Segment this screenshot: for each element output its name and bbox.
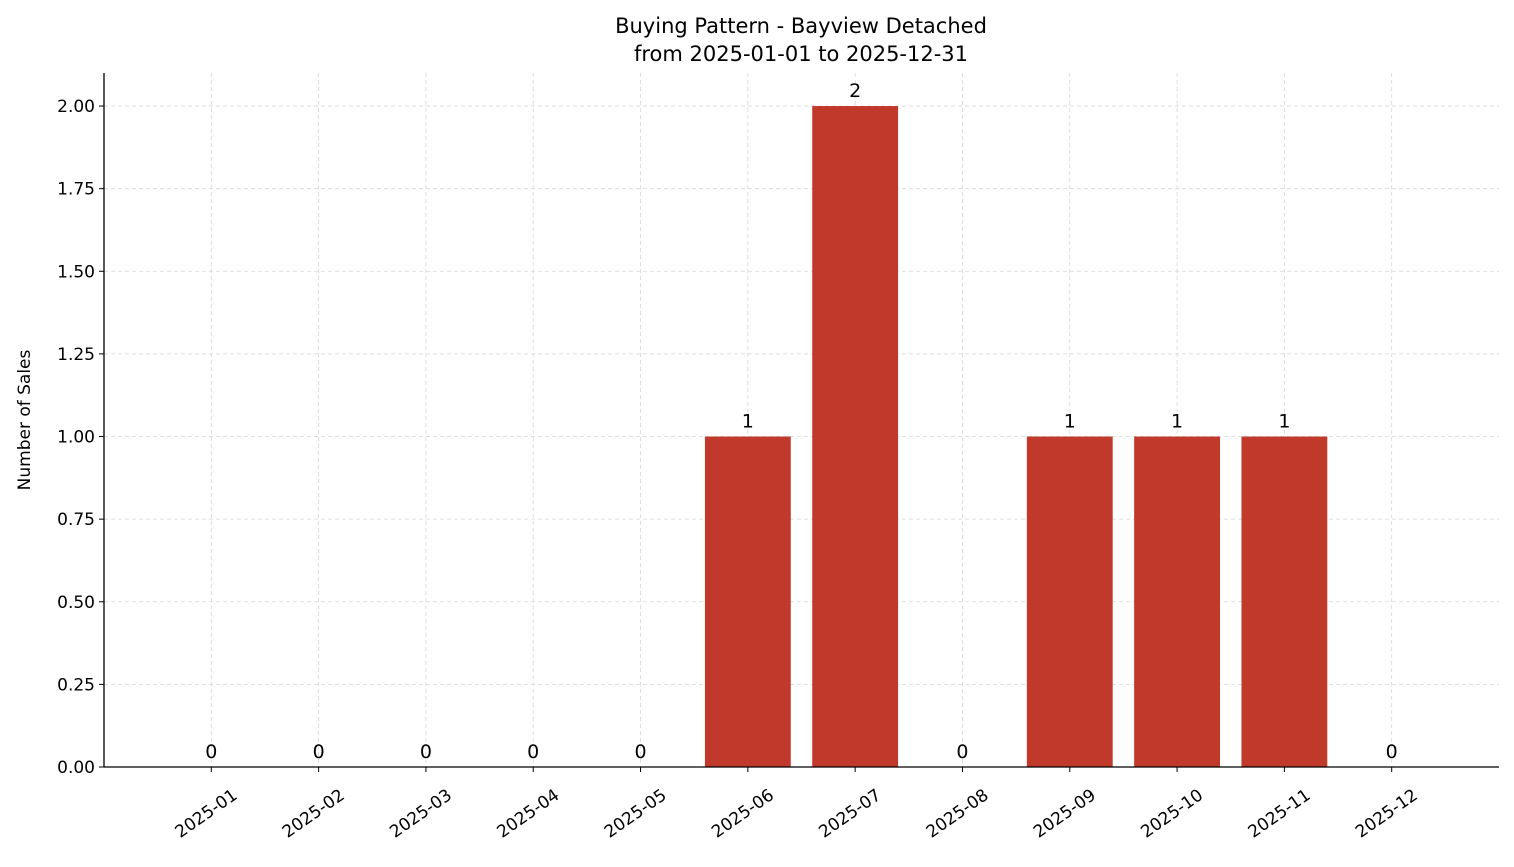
x-tick-label: 2025-09 xyxy=(1030,785,1100,842)
data-label: 0 xyxy=(313,741,325,763)
bar xyxy=(1241,436,1328,767)
data-label: 0 xyxy=(205,741,217,763)
y-tick-label: 1.00 xyxy=(57,428,95,448)
data-label: 0 xyxy=(1386,741,1398,763)
x-tick-label: 2025-03 xyxy=(386,785,456,842)
chart-subtitle: from 2025-01-01 to 2025-12-31 xyxy=(634,42,968,66)
x-axis: 2025-01 2025-02 2025-03 2025-04 2025-05 2025-… xyxy=(172,767,1422,842)
x-tick-label: 2025-11 xyxy=(1245,785,1315,842)
data-label: 0 xyxy=(634,741,646,763)
data-labels: 0 0 0 0 0 1 2 0 1 1 1 0 xyxy=(205,80,1397,763)
data-label: 0 xyxy=(956,741,968,763)
y-tick-label: 1.50 xyxy=(57,262,95,282)
y-tick-label: 2.00 xyxy=(57,97,95,117)
y-tick-label: 0.75 xyxy=(57,510,95,530)
y-tick-label: 0.00 xyxy=(57,758,95,778)
x-tick-label: 2025-06 xyxy=(708,785,778,842)
x-tick-label: 2025-10 xyxy=(1137,785,1207,842)
x-tick-label: 2025-01 xyxy=(172,785,242,842)
data-label: 0 xyxy=(527,741,539,763)
data-label: 2 xyxy=(849,80,861,102)
bar xyxy=(1026,436,1113,767)
data-label: 1 xyxy=(1064,411,1076,433)
x-tick-label: 2025-07 xyxy=(815,785,885,842)
bar xyxy=(704,436,791,767)
data-label: 1 xyxy=(742,411,754,433)
x-tick-label: 2025-05 xyxy=(601,785,671,842)
data-label: 0 xyxy=(420,741,432,763)
y-axis: 0.00 0.25 0.50 0.75 1.00 1.25 1.50 1.75 2.00 xyxy=(57,97,104,778)
y-tick-label: 0.50 xyxy=(57,593,95,613)
y-tick-label: 1.25 xyxy=(57,345,95,365)
x-tick-label: 2025-12 xyxy=(1352,785,1422,842)
data-label: 1 xyxy=(1171,411,1183,433)
bar xyxy=(1134,436,1220,767)
x-tick-label: 2025-02 xyxy=(279,785,349,842)
y-tick-label: 1.75 xyxy=(57,180,95,200)
x-tick-label: 2025-08 xyxy=(923,785,993,842)
bars xyxy=(704,106,1328,768)
bar xyxy=(812,106,899,768)
x-tick-label: 2025-04 xyxy=(494,785,564,842)
y-axis-label: Number of Sales xyxy=(15,349,35,490)
chart-title: Buying Pattern - Bayview Detached xyxy=(615,14,987,38)
data-label: 1 xyxy=(1278,411,1290,433)
y-tick-label: 0.25 xyxy=(57,675,95,695)
